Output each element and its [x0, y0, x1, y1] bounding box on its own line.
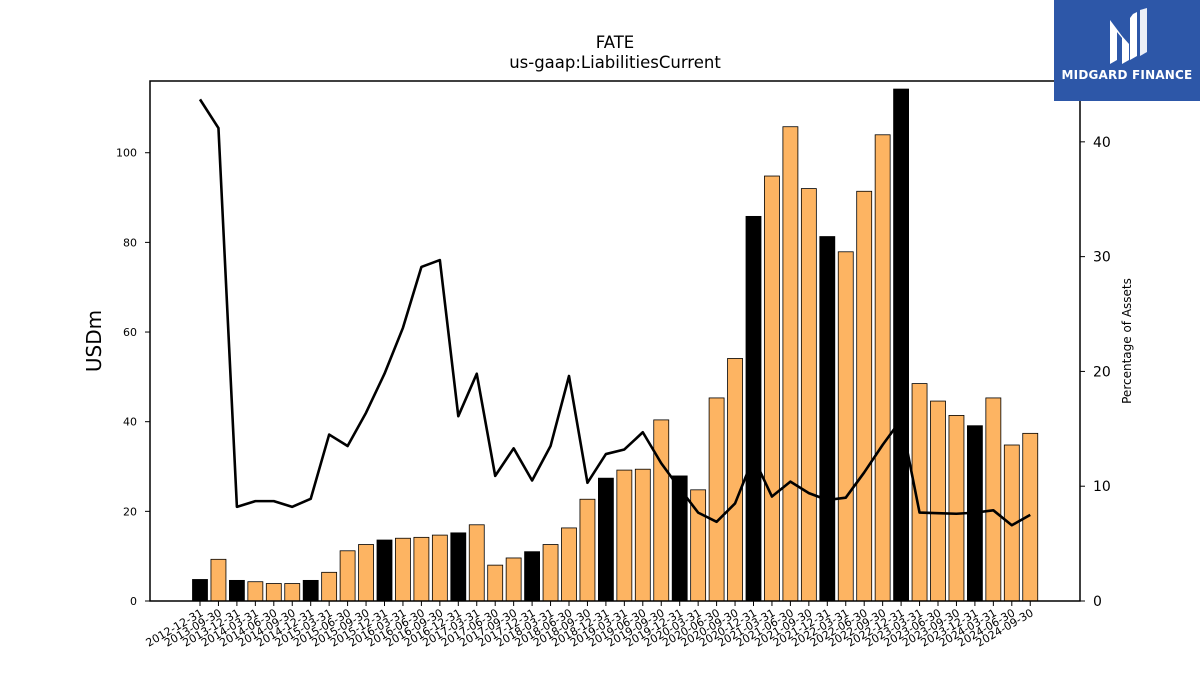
bar-2022-06-30 [856, 190, 873, 602]
y-tick-label: 60 [123, 326, 137, 339]
bar-2017-03-31 [468, 524, 485, 602]
y2-tick-label: 40 [1093, 135, 1111, 151]
y-tick-label: 20 [123, 505, 137, 518]
bar-2015-12-31 [376, 539, 393, 602]
axes: 0204060801000102030402012-12-312013-09-3… [116, 80, 1111, 650]
bar-2018-03-31 [542, 544, 559, 602]
y-tick-label: 0 [130, 595, 137, 608]
y2-tick-label: 0 [1093, 594, 1102, 610]
y-tick-label: 80 [123, 236, 137, 249]
y2-tick-label: 30 [1093, 250, 1111, 266]
logo-text: MIDGARD FINANCE [1061, 68, 1193, 82]
bar-2012-12-31 [192, 579, 208, 602]
bar-2019-09-30 [653, 419, 670, 602]
bar-2017-06-30 [487, 564, 504, 602]
bar-2022-12-31 [893, 88, 909, 602]
bar-2013-09-30 [210, 558, 227, 602]
bar-2020-06-30 [708, 397, 725, 602]
bar-2017-09-30 [505, 557, 522, 602]
bar-2016-03-31 [395, 537, 411, 602]
y2-tick-label: 20 [1093, 364, 1111, 380]
y2-axis-label: Percentage of Assets [1120, 278, 1134, 404]
bar-2022-03-31 [837, 251, 854, 602]
bar-2020-09-30 [727, 358, 743, 602]
percentage-of-assets-line [198, 98, 1031, 527]
bar-2023-09-30 [948, 415, 965, 602]
bar-2013-12-31 [228, 579, 245, 602]
bar-2021-12-31 [819, 236, 836, 602]
bar-2019-03-31 [616, 469, 633, 602]
bar-2020-12-31 [745, 215, 762, 602]
y-tick-label: 100 [116, 147, 137, 160]
y2-tick-label: 10 [1093, 479, 1111, 495]
bar-2018-12-31 [598, 477, 614, 602]
bar-2019-06-30 [634, 468, 651, 602]
chart-title: FATE [596, 33, 635, 52]
bar-2018-09-30 [579, 498, 596, 602]
bar-2014-03-31 [247, 581, 264, 602]
bar-2023-06-30 [930, 400, 946, 602]
bar-2015-03-31 [321, 571, 338, 602]
bar-2024-03-31 [985, 397, 1002, 602]
y-axis-label: USDm [82, 310, 106, 372]
midgard-finance-logo-icon [1110, 8, 1147, 64]
bar-series [192, 88, 1039, 602]
bar-2021-03-31 [764, 175, 780, 602]
y-tick-label: 40 [123, 416, 137, 429]
bar-2015-09-30 [358, 544, 374, 602]
bar-2017-12-31 [524, 551, 540, 602]
bar-2016-09-30 [431, 534, 448, 602]
plot-frame [149, 80, 1081, 602]
bar-2015-06-30 [339, 550, 356, 602]
bar-2016-12-31 [450, 532, 467, 602]
chart-subtitle: us-gaap:LiabilitiesCurrent [509, 53, 721, 72]
bar-2021-09-30 [800, 188, 817, 602]
bar-2016-06-30 [413, 536, 430, 602]
bar-2022-09-30 [874, 134, 891, 602]
bar-2014-06-30 [265, 583, 282, 602]
bar-2021-06-30 [782, 126, 799, 602]
bar-2018-06-30 [561, 527, 577, 602]
midgard-finance-logo: MIDGARD FINANCE [1054, 0, 1200, 101]
bar-2014-12-31 [302, 579, 319, 602]
line-series [198, 98, 1031, 527]
bar-2014-09-30 [284, 583, 301, 602]
